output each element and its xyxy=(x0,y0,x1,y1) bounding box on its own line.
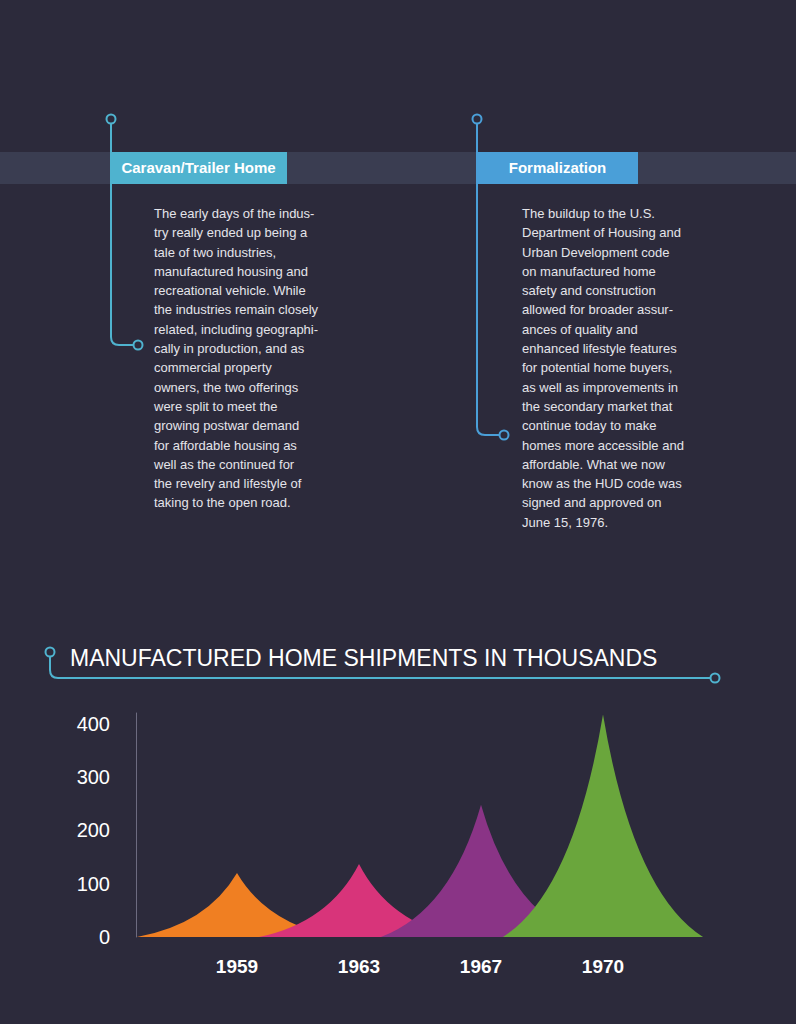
html-text:try really ended up being a: try really ended up being a xyxy=(154,225,308,241)
svg-text:200: 200 xyxy=(77,819,110,841)
html-text:for potential home buyers,: for potential home buyers, xyxy=(522,360,673,376)
html-text:enhanced lifestyle features: enhanced lifestyle features xyxy=(522,341,677,357)
html-text:signed and approved on: signed and approved on xyxy=(522,495,662,511)
html-text:homes more accessible and: homes more accessible and xyxy=(522,437,684,453)
html-text:Department of Housing and: Department of Housing and xyxy=(522,225,681,241)
html-text:growing postwar demand: growing postwar demand xyxy=(154,418,300,434)
html-text:Urban Development code: Urban Development code xyxy=(522,244,670,260)
html-text:The buildup to the U.S.: The buildup to the U.S. xyxy=(522,206,655,221)
svg-text:300: 300 xyxy=(77,766,110,788)
html-text:well as the continued for: well as the continued for xyxy=(154,456,295,472)
html-text:manufactured housing and: manufactured housing and xyxy=(154,263,308,279)
html-text:ances of quality and: ances of quality and xyxy=(522,321,638,337)
svg-text:1967: 1967 xyxy=(460,956,502,977)
html-text:affordable. What we now: affordable. What we now xyxy=(522,456,665,472)
html-text:Formalization: Formalization xyxy=(508,159,607,176)
html-text:were split to meet the: were split to meet the xyxy=(154,399,278,414)
html-text:the industries remain closely: the industries remain closely xyxy=(154,302,318,318)
svg-text:MANUFACTURED HOME SHIPMENTS IN: MANUFACTURED HOME SHIPMENTS IN THOUSANDS xyxy=(70,645,657,671)
html-text:safety and construction: safety and construction xyxy=(522,283,656,299)
svg-text:1959: 1959 xyxy=(216,956,258,977)
html-text:know as the HUD code was: know as the HUD code was xyxy=(522,476,682,492)
html-text:continue today to make: continue today to make xyxy=(522,418,657,434)
svg-text:400: 400 xyxy=(77,713,110,735)
svg-text:0: 0 xyxy=(99,926,110,948)
html-text:The early days of the indus-: The early days of the indus- xyxy=(154,206,315,221)
html-text:June 15, 1976.: June 15, 1976. xyxy=(522,514,608,530)
svg-text:100: 100 xyxy=(77,873,110,895)
html-text:taking to the open road.: taking to the open road. xyxy=(154,495,291,511)
html-text:the secondary market that: the secondary market that xyxy=(522,399,673,414)
svg-text:1970: 1970 xyxy=(582,956,624,977)
html-text:Caravan/Trailer Home: Caravan/Trailer Home xyxy=(121,159,276,176)
html-text:commercial property: commercial property xyxy=(154,360,272,376)
html-text:tale of two industries,: tale of two industries, xyxy=(154,244,277,260)
html-text:recreational vehicle. While: recreational vehicle. While xyxy=(154,283,306,299)
html-text:cally in production, and as: cally in production, and as xyxy=(154,341,305,357)
html-text:as well as improvements in: as well as improvements in xyxy=(522,379,679,395)
html-text:related, including geographi-: related, including geographi- xyxy=(154,321,319,337)
html-text:for affordable housing as: for affordable housing as xyxy=(154,437,297,453)
html-text:the revelry and lifestyle of: the revelry and lifestyle of xyxy=(154,476,302,492)
svg-text:1963: 1963 xyxy=(338,956,380,977)
html-text:owners, the two offerings: owners, the two offerings xyxy=(154,379,299,395)
html-text:on manufactured home: on manufactured home xyxy=(522,263,656,279)
html-text:allowed for broader assur-: allowed for broader assur- xyxy=(522,302,673,318)
